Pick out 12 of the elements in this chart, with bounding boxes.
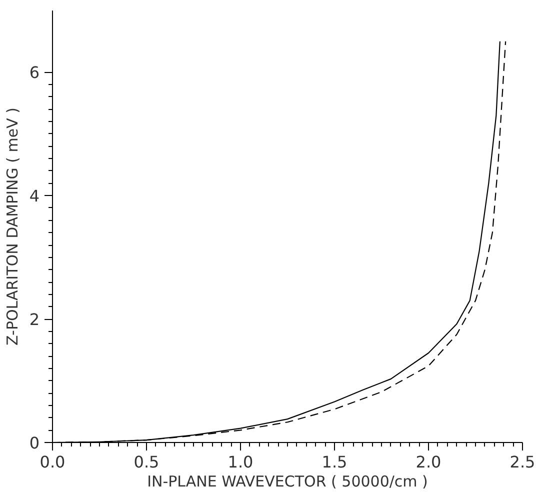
x-axis-title: IN-PLANE WAVEVECTOR ( 50000/cm ): [147, 472, 428, 490]
y-tick-label: 0: [29, 434, 40, 452]
x-tick-label: 1.0: [228, 452, 254, 472]
x-tick-label: 0.0: [40, 452, 66, 472]
x-tick-label: 0.5: [134, 452, 160, 472]
x-tick-label: 2.5: [510, 452, 536, 472]
y-tick-label: 2: [29, 310, 40, 330]
y-tick-label: 6: [29, 63, 40, 82]
y-tick-label: 4: [29, 186, 40, 206]
x-tick-label: 2.0: [416, 452, 442, 472]
y-axis-title: Z-POLARITON DAMPING ( meV ): [3, 108, 22, 346]
x-tick-label: 1.5: [322, 452, 348, 472]
